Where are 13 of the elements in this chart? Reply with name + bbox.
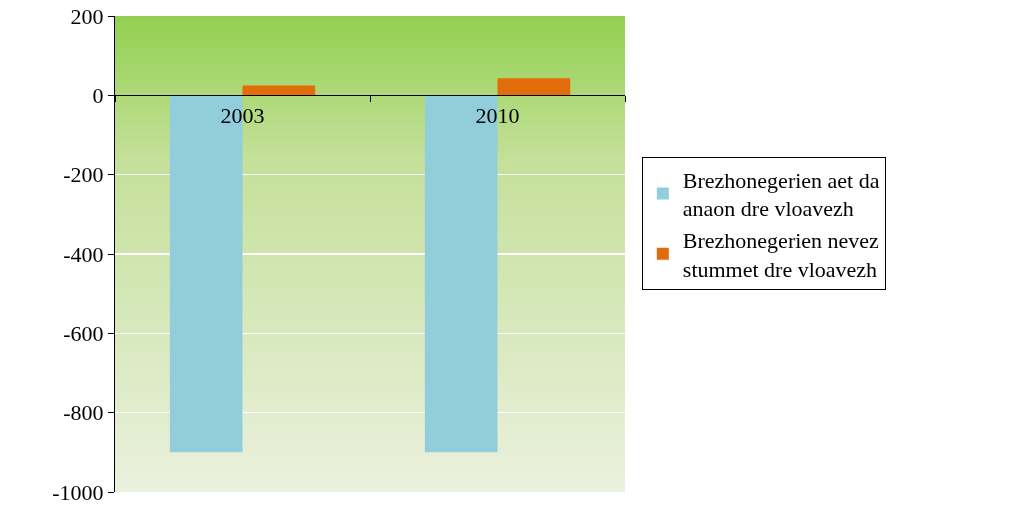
y-tick-label: -600	[63, 321, 104, 347]
y-tick-label: 200	[70, 3, 104, 29]
x-tick-label: 2010	[475, 102, 520, 128]
y-tick-label: -1000	[52, 479, 104, 505]
y-tick-label: 0	[92, 83, 104, 109]
x-tick-label: 2003	[220, 102, 265, 128]
y-tick-label: -800	[63, 400, 104, 426]
bar	[497, 78, 571, 96]
y-tick-label: -200	[63, 162, 104, 188]
bar	[242, 85, 316, 96]
legend-label: Brezhonegerien nevez stummet dre vloavezh	[682, 227, 880, 282]
legend-label: Brezhonegerien aet da anaon dre vloavezh	[682, 167, 880, 222]
y-tick-label: -400	[63, 241, 104, 267]
